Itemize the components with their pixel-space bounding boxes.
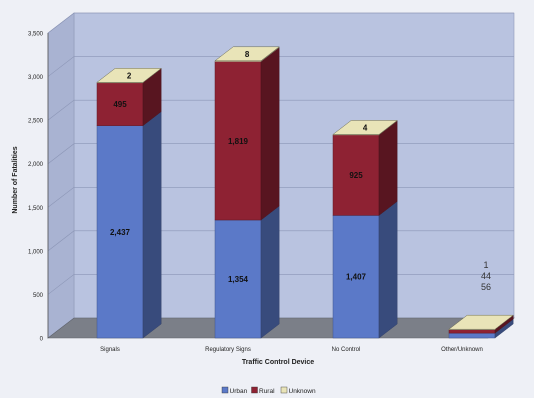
legend-swatch (280, 386, 288, 394)
bar-segment (332, 120, 398, 216)
gridline (47, 99, 514, 121)
gridline (47, 12, 514, 34)
data-label: 56 (481, 282, 491, 292)
data-label: 2,437 (110, 228, 131, 237)
bar-segment (96, 111, 162, 339)
legend-swatch (251, 386, 258, 394)
bar-top (214, 46, 280, 62)
y-tick-label: 500 (33, 293, 44, 299)
data-label: 1,354 (228, 275, 249, 284)
bar-top (448, 314, 514, 330)
y-tick-label: 1,000 (28, 249, 44, 255)
legend: Urban Rural Unknown (221, 386, 316, 395)
y-tick-label: 3,000 (28, 75, 44, 81)
bar-side (260, 47, 280, 221)
bar-side (260, 205, 280, 339)
data-label: 44 (481, 271, 491, 281)
bar-segment (332, 200, 398, 339)
bar-front (332, 215, 380, 339)
bar-side (142, 111, 162, 339)
x-tick-label: Signals (100, 347, 120, 353)
data-label: 1,819 (228, 137, 249, 146)
gridline (47, 56, 514, 77)
y-tick-label: 0 (40, 337, 44, 343)
legend-label: Unknown (289, 388, 316, 395)
bar-top (96, 68, 162, 83)
legend-label: Urban (230, 388, 248, 395)
bar-side (378, 200, 398, 339)
data-label: 1,407 (346, 273, 367, 282)
bar-segment (214, 205, 280, 339)
y-tick-label: 2,000 (28, 162, 44, 168)
data-label: 495 (113, 100, 127, 109)
y-tick-label: 3,500 (28, 32, 44, 38)
y-axis-label: Number of Fatalities (12, 146, 19, 213)
x-tick-label: Other/Unknown (441, 347, 483, 353)
x-tick-label: No Control (332, 347, 361, 353)
bar-segment (96, 68, 162, 127)
data-label: 925 (349, 171, 363, 180)
data-label: 8 (245, 50, 250, 59)
data-label: 4 (363, 123, 368, 132)
legend-label: Rural (259, 388, 275, 395)
bar-top (332, 120, 398, 135)
legend-swatch (221, 386, 229, 394)
data-label: 1 (483, 260, 488, 270)
y-tick-label: 2,500 (28, 119, 44, 125)
x-axis-label: Traffic Control Device (242, 359, 314, 366)
bar-front (332, 134, 380, 216)
data-label: 2 (127, 71, 132, 80)
bar-front (96, 82, 144, 126)
y-tick-label: 1,500 (28, 206, 44, 212)
bar-front (448, 332, 496, 339)
bar-side (378, 120, 398, 216)
x-tick-label: Regulatory Signs (205, 347, 251, 353)
side-wall (47, 12, 75, 339)
bar-front (96, 125, 144, 339)
bar-front (214, 219, 262, 339)
bar-segment (214, 47, 280, 221)
